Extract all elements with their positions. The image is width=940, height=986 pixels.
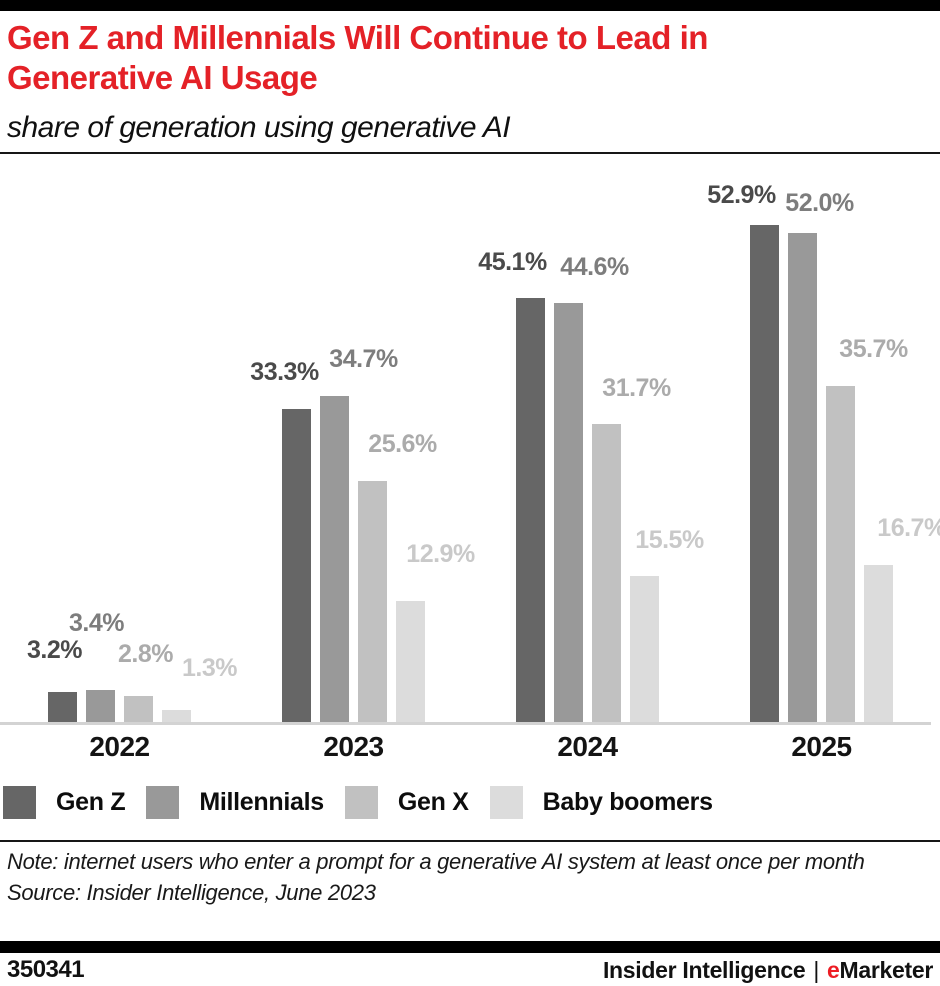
brand-emarketer-rest: Marketer [839,956,934,983]
bar-gen-z-2025 [750,225,779,722]
bar-gen-z-2022 [48,692,77,722]
x-tick-2024: 2024 [557,731,618,762]
x-axis: 2022 2023 2024 2025 [0,731,940,767]
bar-millennials-2024 [554,303,583,722]
chart-subtitle: share of generation using generative AI [7,111,511,144]
legend-item-gen-z: Gen Z [3,786,126,819]
legend-label: Baby boomers [542,788,713,816]
note-divider [0,840,940,842]
source-text: Source: Insider Intelligence, June 2023 [7,880,376,905]
legend-swatch [344,786,378,819]
header-divider [0,152,940,154]
value-label: 25.6% [368,430,437,458]
value-label: 2.8% [118,640,173,668]
bar-baby-boomers-2023 [396,601,425,722]
bar-millennials-2025 [788,233,817,722]
bar-gen-x-2025 [826,386,855,722]
value-label: 52.9% [707,181,776,209]
bar-gen-x-2024 [592,424,621,722]
x-tick-2023: 2023 [323,731,384,762]
value-label: 35.7% [839,335,908,363]
legend: Gen Z Millennials Gen X Baby boomers [3,786,713,819]
legend-item-gen-x: Gen X [344,786,469,819]
top-black-bar [0,0,940,11]
value-label: 1.3% [182,654,237,682]
footnote-block: Note: internet users who enter a prompt … [7,846,887,908]
x-tick-2025: 2025 [791,731,852,762]
value-label: 15.5% [635,526,704,554]
legend-item-millennials: Millennials [146,786,324,819]
value-label: 33.3% [250,358,319,386]
chart-id: 350341 [7,956,85,983]
bar-baby-boomers-2025 [864,565,893,722]
bar-gen-x-2023 [358,481,387,722]
legend-swatch [146,786,180,819]
bar-baby-boomers-2024 [630,576,659,722]
bar-baby-boomers-2022 [162,710,191,722]
footer-black-bar [0,941,940,953]
legend-label: Gen Z [56,788,126,816]
value-label: 45.1% [478,248,547,276]
bar-group-2025: 52.9% 52.0% 35.7% 16.7% [707,170,940,722]
value-label: 44.6% [560,253,629,281]
bar-millennials-2023 [320,396,349,722]
brand-lockup: Insider Intelligence | eMarketer [603,957,933,984]
value-label: 31.7% [602,374,671,402]
footer-row: 350341 Insider Intelligence | eMarketer [7,955,933,985]
value-label: 52.0% [785,189,854,217]
bar-gen-x-2022 [124,696,153,722]
value-label: 12.9% [406,540,475,568]
x-axis-baseline [0,722,931,725]
x-tick-2022: 2022 [89,731,150,762]
value-label: 3.2% [27,636,82,664]
bar-group-2024: 45.1% 44.6% 31.7% 15.5% [478,170,704,722]
note-text: Note: internet users who enter a prompt … [7,849,865,874]
plot-area: 3.2% 3.4% 2.8% 1.3% 33.3% 34.7% 25.6% 12.9% 45.1… [0,170,940,722]
value-label: 34.7% [329,345,398,373]
page-title: Gen Z and Millennials Will Continue to L… [7,19,708,96]
legend-swatch [489,786,523,819]
legend-label: Millennials [199,788,324,816]
legend-swatch [3,786,36,819]
bar-group-2022: 3.2% 3.4% 2.8% 1.3% [27,170,237,722]
value-label: 3.4% [69,609,124,637]
brand-insider-intelligence: Insider Intelligence [602,956,806,983]
bar-group-2023: 33.3% 34.7% 25.6% 12.9% [250,170,475,722]
bar-gen-z-2024 [516,298,545,722]
bar-gen-z-2023 [282,409,311,722]
brand-emarketer-e: e [827,956,840,983]
bar-millennials-2022 [86,690,115,722]
legend-item-baby-boomers: Baby boomers [489,786,713,819]
brand-separator: | [813,956,819,983]
value-label: 16.7% [877,514,940,542]
legend-label: Gen X [397,788,469,816]
